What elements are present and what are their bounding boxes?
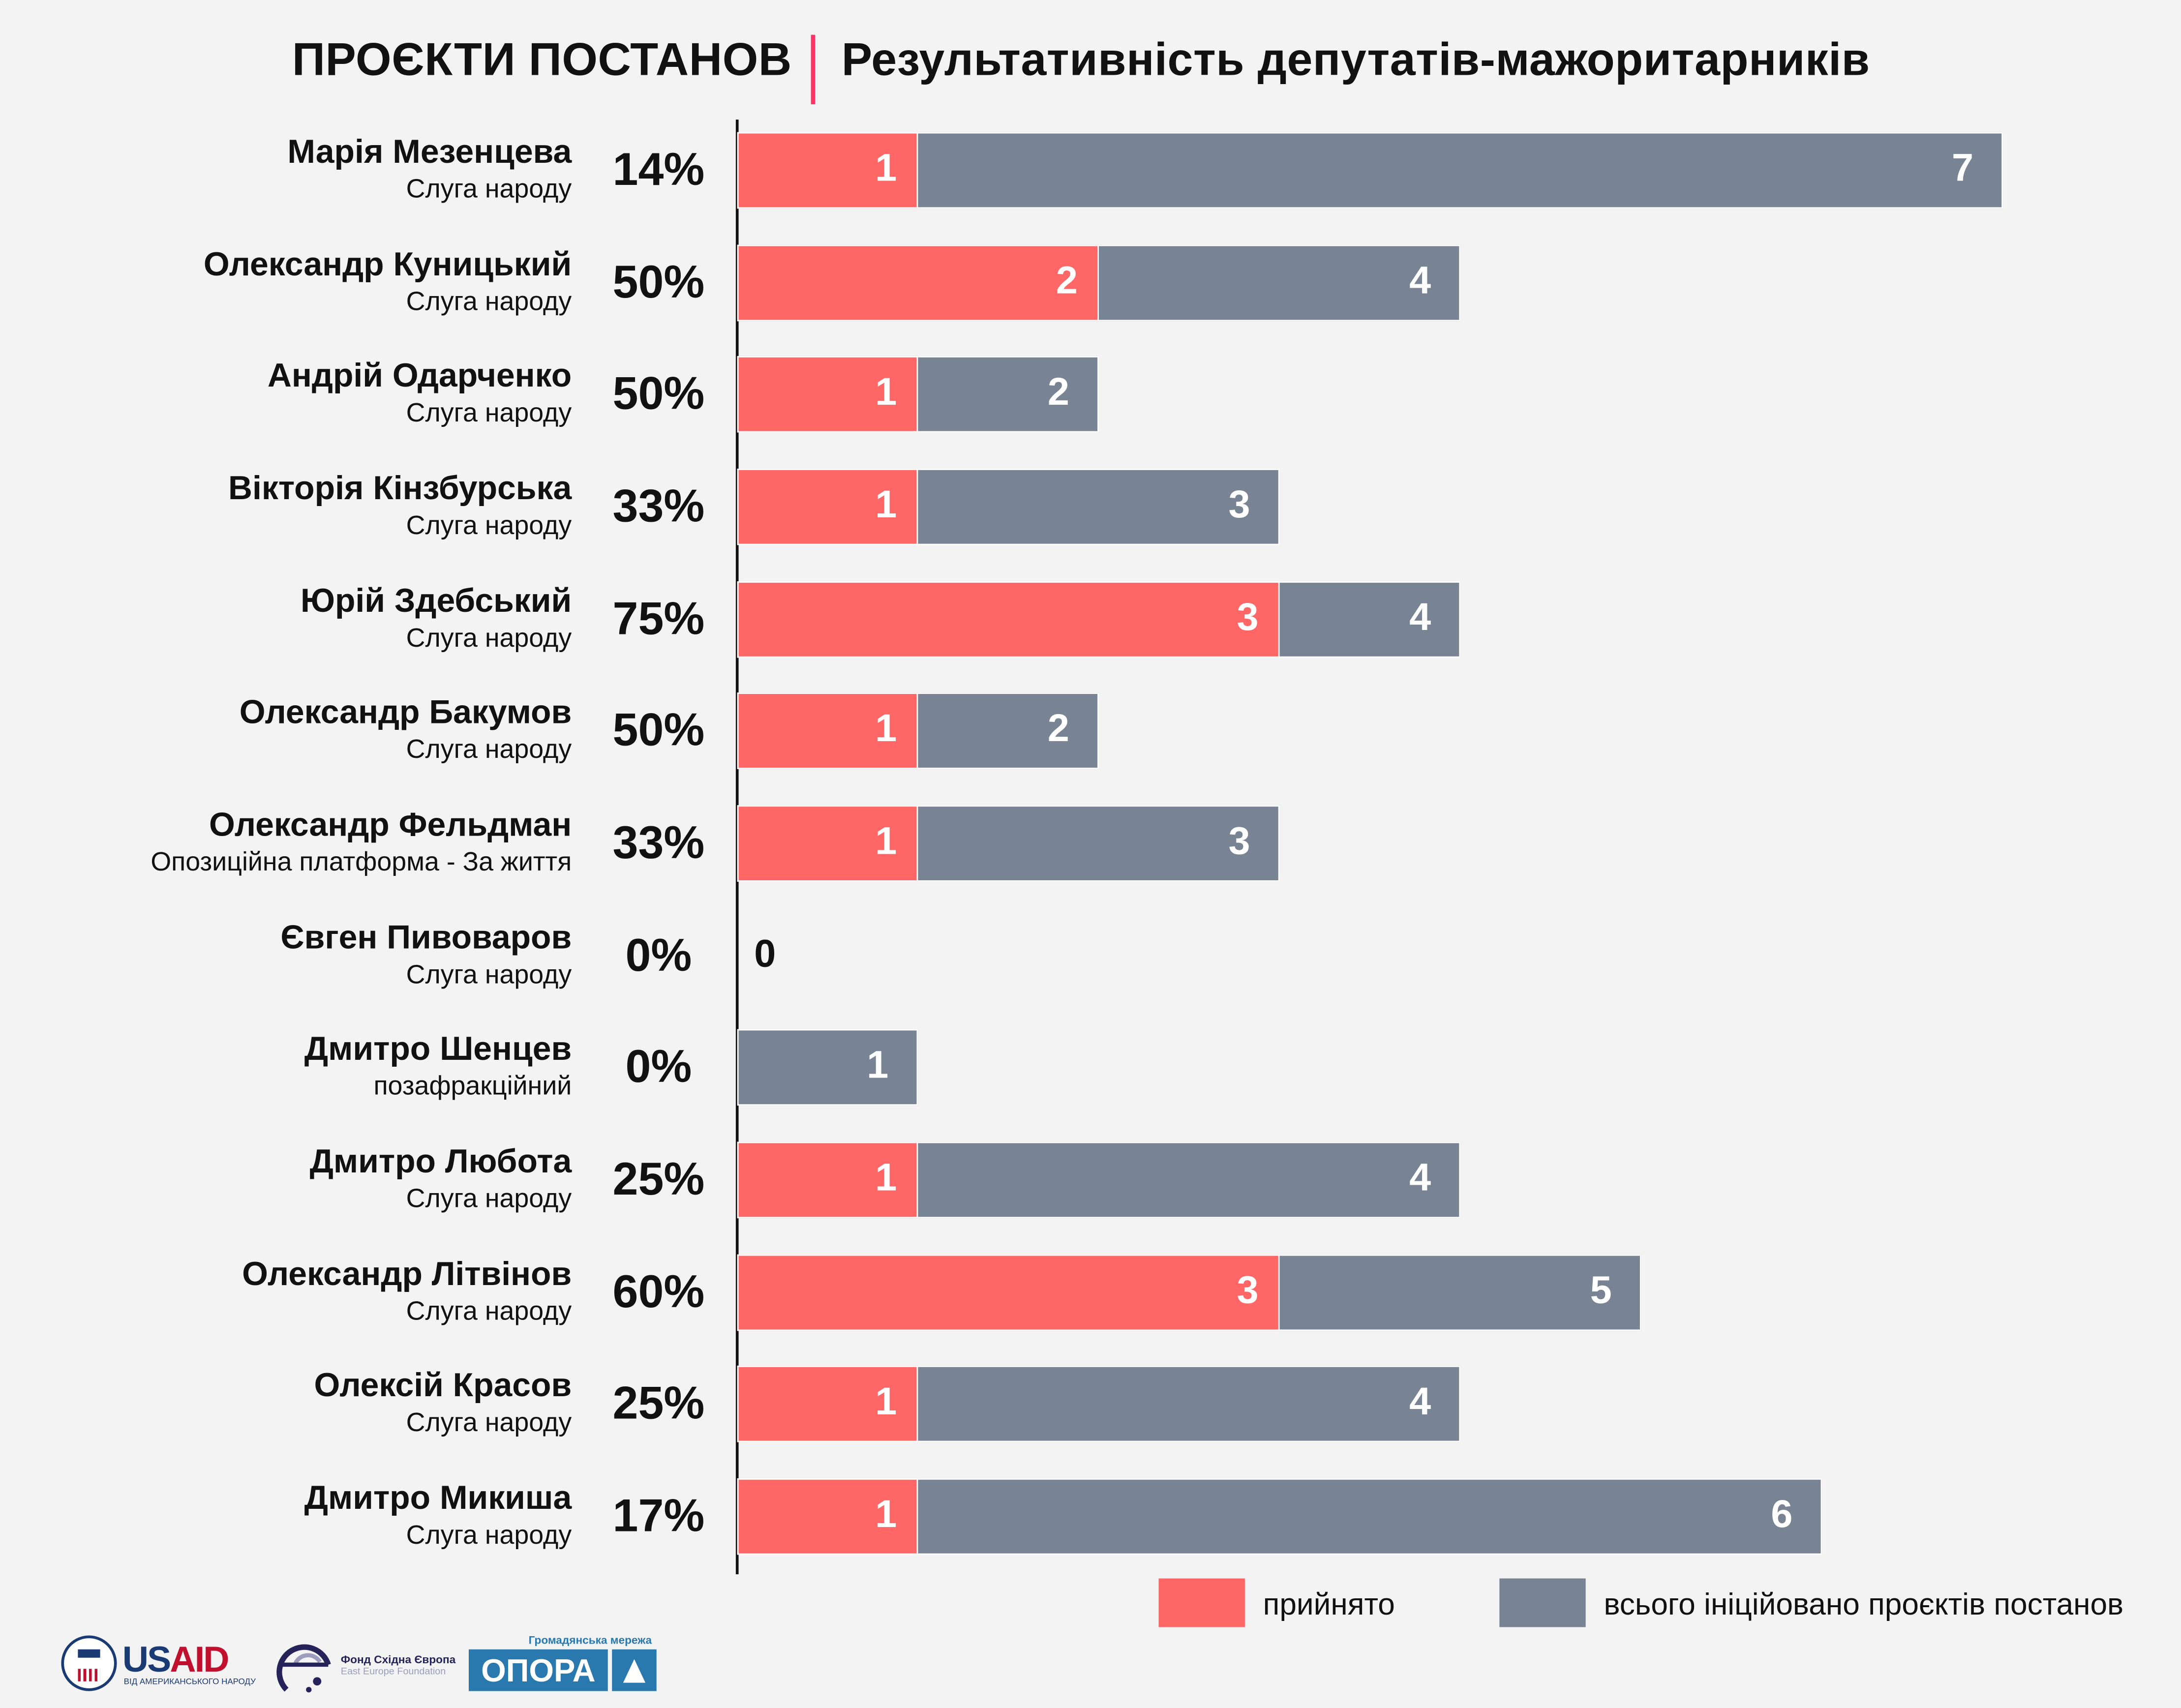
bar-total-label: 0 [754,931,776,975]
usaid-seal-logo [61,1635,117,1691]
deputy-party: Слуга народу [406,1185,572,1214]
deputy-name: Юрій Здебський [300,582,572,620]
deputy-party: Слуга народу [406,1297,572,1326]
deputy-party: Слуга народу [406,511,572,541]
success-percent: 14% [612,143,705,195]
deputy-party: Слуга народу [406,736,572,766]
deputy-party: Слуга народу [406,1521,572,1551]
success-percent: 17% [612,1489,705,1541]
deputy-party: Слуга народу [406,399,572,429]
eef-logo-text: Фонд Східна Європа [340,1653,456,1666]
bar-total-label: 7 [1951,146,1974,189]
deputy-party: Слуга народу [406,624,572,654]
bar-accepted-label: 1 [875,370,897,414]
deputy-party: Слуга народу [406,287,572,317]
success-percent: 75% [612,592,705,644]
deputy-name: Олександр Бакумов [239,694,572,732]
bar-total-label: 4 [1409,1155,1431,1199]
deputy-party: Слуга народу [406,175,572,205]
bar-accepted [737,805,918,882]
opora-logo: ОПОРА [468,1649,608,1691]
deputy-name: Олександр Літвінов [242,1255,572,1293]
usaid-logo-aid: AID [170,1638,229,1680]
title-right: Результативність депутатів-мажоритарникі… [841,33,1870,85]
eef-logo-subtext: East Europe Foundation [340,1667,446,1678]
bar-accepted [737,244,1099,321]
bar-total-label: 3 [1228,819,1250,863]
bar-accepted-label: 1 [875,1155,897,1199]
usaid-logo: USAID [122,1638,229,1681]
bar-accepted [737,693,918,770]
legend-label-accepted: прийнято [1263,1587,1395,1622]
bar-total-label: 5 [1590,1268,1612,1311]
deputy-party: Слуга народу [406,960,572,990]
success-percent: 50% [612,367,705,420]
deputy-name: Дмитро Шенцев [304,1031,572,1069]
deputy-name: Олександр Куницький [203,245,572,283]
deputy-name: Олексій Красов [314,1367,572,1406]
bar-accepted-label: 3 [1237,1268,1259,1311]
usaid-logo-us: US [122,1638,171,1680]
bar-accepted-label: 3 [1237,595,1259,638]
eef-logo-icon [276,1644,331,1693]
bar-accepted [737,132,918,209]
success-percent: 33% [612,816,705,868]
success-percent: 50% [612,704,705,756]
success-percent: 0% [625,1041,692,1092]
deputy-name: Марія Мезенцева [287,133,572,171]
bar-total-label: 4 [1409,1380,1431,1423]
bar-accepted [737,1366,918,1443]
title-left: ПРОЄКТИ ПОСТАНОВ [292,33,792,85]
legend-swatch-accepted [1158,1578,1245,1627]
bar-accepted-label: 1 [875,707,897,750]
bar-total [737,1478,1822,1555]
bar-accepted [737,581,1280,658]
bar-accepted-label: 1 [875,1380,897,1423]
usaid-tagline: ВІД АМЕРИКАНСЬКОГО НАРОДУ [123,1678,256,1687]
bar-accepted [737,356,918,433]
legend-label-total: всього ініційовано проєктів постанов [1604,1587,2124,1622]
success-percent: 0% [625,929,692,980]
success-percent: 25% [612,1377,705,1429]
opora-triangle-icon [612,1649,657,1691]
legend-swatch-total [1499,1578,1586,1627]
bar-accepted-label: 1 [875,819,897,863]
deputy-name: Євген Пивоваров [280,919,572,957]
success-percent: 50% [612,255,705,307]
deputy-party: позафракційний [373,1073,572,1102]
bar-total-label: 2 [1047,707,1069,750]
opora-tagline: Громадянська мережа [528,1634,652,1647]
deputy-name: Олександр Фельдман [209,807,572,844]
deputy-name: Дмитро Любота [309,1143,572,1181]
deputy-party: Слуга народу [406,1409,572,1438]
bar-accepted [737,1141,918,1219]
success-percent: 25% [612,1153,705,1204]
bar-total [737,132,2003,209]
bar-total-label: 4 [1409,595,1431,638]
bar-accepted-label: 1 [875,146,897,189]
bar-accepted [737,1254,1280,1331]
success-percent: 60% [612,1265,705,1317]
bar-total-label: 3 [1228,482,1250,526]
bar-accepted-label: 1 [875,482,897,526]
deputy-name: Дмитро Микиша [304,1479,572,1518]
bar-total-label: 4 [1409,258,1431,301]
deputy-party: Опозиційна платформа - За життя [151,848,572,878]
bar-accepted-label: 1 [875,1492,897,1535]
bar-total-label: 1 [867,1043,889,1087]
title-divider [811,34,816,105]
bar-total [737,1029,918,1107]
bar-accepted [737,1478,918,1555]
bar-total-label: 6 [1771,1492,1793,1535]
bar-accepted-label: 2 [1056,258,1078,301]
bar-accepted [737,468,918,545]
success-percent: 33% [612,479,705,532]
deputy-name: Андрій Одарченко [267,358,572,396]
bar-total-label: 2 [1047,370,1069,414]
deputy-name: Вікторія Кінзбурська [228,470,572,508]
